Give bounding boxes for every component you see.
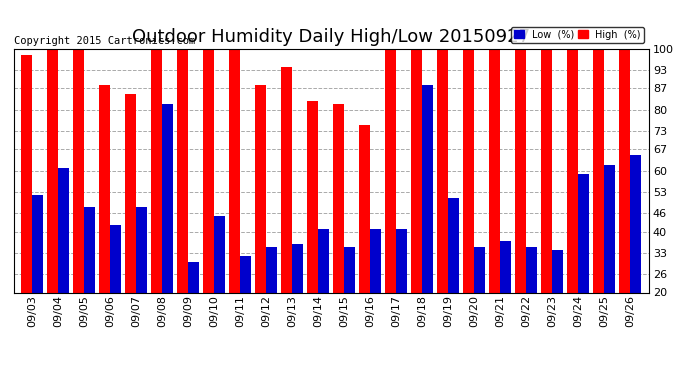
Bar — [292, 244, 303, 292]
Legend: Low  (%), High  (%): Low (%), High (%) — [511, 27, 644, 43]
Bar — [631, 155, 641, 292]
Bar — [162, 104, 173, 292]
Bar — [99, 86, 110, 292]
Bar — [136, 207, 147, 292]
Bar — [307, 100, 318, 292]
Bar — [73, 49, 84, 292]
Bar — [515, 49, 526, 292]
Bar — [151, 49, 162, 292]
Bar — [58, 168, 69, 292]
Bar — [552, 250, 563, 292]
Bar — [604, 165, 615, 292]
Bar — [411, 49, 422, 292]
Bar — [371, 228, 381, 292]
Bar — [620, 49, 631, 292]
Bar — [385, 49, 396, 292]
Bar — [578, 174, 589, 292]
Bar — [359, 125, 371, 292]
Bar — [567, 49, 578, 292]
Bar — [255, 86, 266, 292]
Bar — [489, 49, 500, 292]
Bar — [266, 247, 277, 292]
Bar — [593, 49, 604, 292]
Bar — [177, 49, 188, 292]
Bar — [422, 86, 433, 292]
Bar — [526, 247, 538, 292]
Title: Outdoor Humidity Daily High/Low 20150927: Outdoor Humidity Daily High/Low 20150927 — [132, 28, 530, 46]
Bar — [396, 228, 407, 292]
Bar — [47, 49, 58, 292]
Bar — [437, 49, 448, 292]
Bar — [344, 247, 355, 292]
Bar — [188, 262, 199, 292]
Bar — [203, 49, 214, 292]
Bar — [333, 104, 344, 292]
Bar — [282, 67, 292, 292]
Bar — [542, 49, 552, 292]
Bar — [110, 225, 121, 292]
Bar — [240, 256, 251, 292]
Bar — [229, 49, 240, 292]
Bar — [474, 247, 485, 292]
Bar — [32, 195, 43, 292]
Text: Copyright 2015 Cartronics.com: Copyright 2015 Cartronics.com — [14, 36, 195, 46]
Bar — [464, 49, 474, 292]
Bar — [84, 207, 95, 292]
Bar — [21, 55, 32, 292]
Bar — [448, 198, 460, 292]
Bar — [125, 94, 136, 292]
Bar — [500, 241, 511, 292]
Bar — [318, 228, 329, 292]
Bar — [214, 216, 225, 292]
